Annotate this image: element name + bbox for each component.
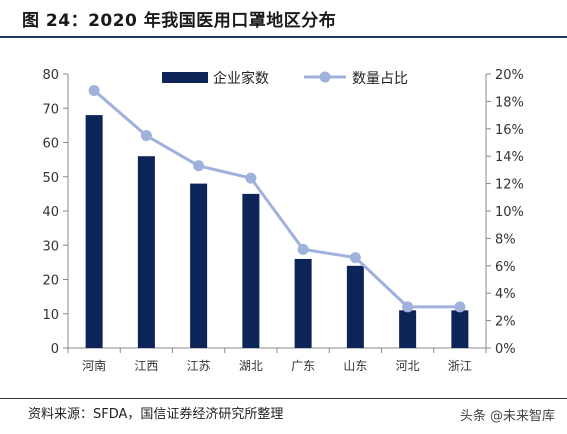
bar: [242, 193, 260, 348]
legend-swatch-marker: [319, 71, 331, 83]
line-point: [402, 301, 414, 313]
x-tick-label: 河南: [82, 358, 106, 373]
title-rule: [0, 36, 567, 38]
line-point: [88, 84, 100, 96]
legend-swatch-bar: [162, 72, 208, 83]
line-point: [245, 172, 257, 184]
right-tick-label: 12%: [495, 178, 524, 193]
line-point: [140, 130, 152, 142]
left-tick-label: 20: [42, 274, 59, 289]
bar: [294, 258, 312, 348]
right-tick-label: 4%: [495, 287, 516, 302]
watermark: 头条 @未来智库: [459, 409, 555, 424]
right-tick-label: 0%: [495, 342, 516, 357]
bar: [346, 265, 364, 348]
left-tick-label: 10: [42, 308, 59, 323]
x-axis: 河南 江西 江苏 湖北 广东 山东 河北 浙江: [67, 347, 487, 373]
line-point: [297, 243, 309, 255]
bar: [85, 115, 103, 348]
right-tick-label: 2%: [495, 315, 516, 330]
left-tick-label: 60: [42, 137, 59, 152]
x-tick-label: 山东: [343, 359, 367, 373]
bar: [399, 310, 417, 348]
right-tick-label: 10%: [495, 205, 524, 220]
x-tick-label: 广东: [291, 359, 315, 373]
right-tick-label: 20%: [495, 68, 524, 83]
series-line: [93, 89, 460, 309]
legend: 企业家数 数量占比: [162, 70, 408, 87]
x-tick-label: 江西: [134, 359, 158, 373]
line-point: [349, 252, 361, 264]
x-tick-label: 河北: [396, 359, 420, 373]
left-tick-label: 0: [51, 342, 59, 357]
legend-label-line: 数量占比: [352, 71, 408, 87]
x-tick-label: 江苏: [187, 359, 211, 373]
left-tick-label: 30: [42, 239, 59, 254]
right-tick-label: 16%: [495, 123, 524, 138]
right-tick-label: 18%: [495, 95, 524, 110]
left-tick-label: 70: [42, 102, 59, 117]
right-y-axis: 0% 2% 4% 6% 8% 10% 12% 14% 16% 18% 20%: [485, 68, 524, 357]
bar: [190, 183, 208, 348]
left-y-axis: 0 10 20 30 40 50 60 70 80: [42, 68, 69, 357]
line-point: [193, 160, 205, 172]
left-tick-label: 50: [42, 171, 59, 186]
x-tick-label: 浙江: [448, 359, 472, 373]
x-tick-label: 湖北: [239, 358, 263, 373]
bar: [451, 310, 469, 348]
line-point: [454, 301, 466, 313]
bar: [137, 156, 155, 348]
left-tick-label: 80: [42, 68, 59, 83]
right-tick-label: 8%: [495, 232, 516, 247]
left-tick-label: 40: [42, 205, 59, 220]
chart-title: 图 24：2020 年我国医用口罩地区分布: [22, 11, 337, 31]
bar-series: [85, 115, 469, 348]
legend-label-bar: 企业家数: [213, 70, 269, 87]
chart: 0 10 20 30 40 50 60 70 80 0% 2% 4% 6% 8% 10% 12% 14% 16%…: [42, 68, 524, 373]
line-series: [88, 84, 466, 313]
source-note: 资料来源：SFDA，国信证券经济研究所整理: [28, 407, 284, 422]
source-rule: [0, 398, 567, 399]
right-tick-label: 6%: [495, 260, 516, 275]
right-tick-label: 14%: [495, 150, 524, 165]
